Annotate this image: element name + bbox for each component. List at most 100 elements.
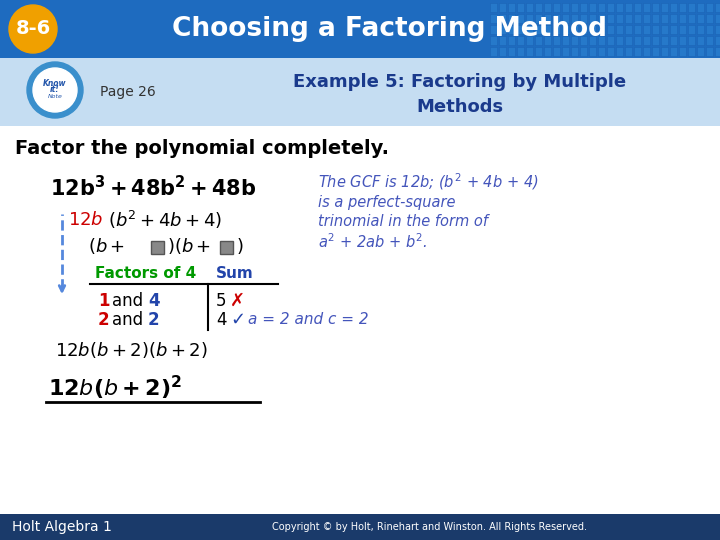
Text: $)$: $)$ xyxy=(236,236,243,256)
Bar xyxy=(490,36,497,45)
Text: Factor the polynomial completely.: Factor the polynomial completely. xyxy=(15,138,389,158)
Bar xyxy=(580,25,587,34)
Bar xyxy=(688,25,695,34)
Bar xyxy=(643,14,650,23)
Text: Sum: Sum xyxy=(216,267,253,281)
Bar xyxy=(499,25,506,34)
Text: and: and xyxy=(112,311,143,329)
Bar xyxy=(553,14,560,23)
Bar xyxy=(715,3,720,12)
Bar xyxy=(688,36,695,45)
Text: $\mathbf{12\mathit{b}(\mathit{b} + 2)^2}$: $\mathbf{12\mathit{b}(\mathit{b} + 2)^2}… xyxy=(48,374,182,402)
Bar xyxy=(616,3,623,12)
Bar xyxy=(517,3,524,12)
Text: Example 5: Factoring by Multiple: Example 5: Factoring by Multiple xyxy=(294,73,626,91)
Bar xyxy=(634,36,641,45)
Bar xyxy=(607,3,614,12)
Bar xyxy=(490,25,497,34)
Text: 1: 1 xyxy=(98,292,109,310)
Bar xyxy=(562,3,569,12)
Text: Methods: Methods xyxy=(416,98,503,116)
Bar xyxy=(607,25,614,34)
Bar xyxy=(670,3,677,12)
Bar xyxy=(598,36,605,45)
Bar xyxy=(499,47,506,56)
Bar xyxy=(697,25,704,34)
Bar xyxy=(652,25,659,34)
Bar xyxy=(220,241,233,254)
Bar xyxy=(661,14,668,23)
Bar xyxy=(706,36,713,45)
Bar xyxy=(571,3,578,12)
Bar xyxy=(634,3,641,12)
Text: 2: 2 xyxy=(98,311,109,329)
Text: Factors of 4: Factors of 4 xyxy=(95,267,197,281)
Bar xyxy=(625,3,632,12)
Text: $(b^2 + 4b + 4)$: $(b^2 + 4b + 4)$ xyxy=(108,209,222,231)
Bar xyxy=(625,14,632,23)
Bar xyxy=(0,0,720,58)
Bar xyxy=(526,3,533,12)
Text: ✓: ✓ xyxy=(230,311,245,329)
Text: $\bf{12b^3 + 48b^2 + 48b}$: $\bf{12b^3 + 48b^2 + 48b}$ xyxy=(50,176,256,200)
Bar xyxy=(715,36,720,45)
Bar xyxy=(562,14,569,23)
Bar xyxy=(697,47,704,56)
Bar xyxy=(526,14,533,23)
Bar xyxy=(589,25,596,34)
Bar xyxy=(508,3,515,12)
Bar xyxy=(625,25,632,34)
Bar xyxy=(508,25,515,34)
Bar xyxy=(571,47,578,56)
Bar xyxy=(562,25,569,34)
Bar xyxy=(652,47,659,56)
Bar xyxy=(517,25,524,34)
Bar xyxy=(571,25,578,34)
Bar xyxy=(535,14,542,23)
Text: $\mathit{12b}$: $\mathit{12b}$ xyxy=(68,211,104,229)
Bar xyxy=(715,25,720,34)
Bar xyxy=(616,47,623,56)
Bar xyxy=(679,14,686,23)
Bar xyxy=(589,36,596,45)
Bar xyxy=(652,36,659,45)
Bar xyxy=(670,25,677,34)
Text: Page 26: Page 26 xyxy=(100,85,156,99)
Bar xyxy=(553,47,560,56)
Bar xyxy=(598,14,605,23)
Text: is a perfect-square: is a perfect-square xyxy=(318,194,456,210)
Bar xyxy=(625,47,632,56)
Text: Note: Note xyxy=(48,94,63,99)
Bar xyxy=(643,47,650,56)
Text: $)(b +$: $)(b +$ xyxy=(167,236,211,256)
Text: $a^2$ + 2$ab$ + $b^2$.: $a^2$ + 2$ab$ + $b^2$. xyxy=(318,233,428,251)
Bar xyxy=(688,3,695,12)
Bar xyxy=(571,36,578,45)
Bar xyxy=(652,14,659,23)
Bar xyxy=(535,25,542,34)
Bar xyxy=(553,36,560,45)
Text: 4: 4 xyxy=(216,311,227,329)
Bar xyxy=(670,14,677,23)
Bar xyxy=(508,47,515,56)
Bar xyxy=(598,47,605,56)
Bar xyxy=(535,36,542,45)
Text: Choosing a Factoring Method: Choosing a Factoring Method xyxy=(173,16,608,42)
Bar xyxy=(679,25,686,34)
Bar xyxy=(706,25,713,34)
Bar xyxy=(670,36,677,45)
Bar xyxy=(697,14,704,23)
Text: 5: 5 xyxy=(216,292,227,310)
Text: Holt Algebra 1: Holt Algebra 1 xyxy=(12,520,112,534)
Bar xyxy=(589,47,596,56)
Bar xyxy=(562,47,569,56)
Bar xyxy=(508,36,515,45)
Text: $(b +$: $(b +$ xyxy=(88,236,125,256)
Circle shape xyxy=(9,5,57,53)
Text: The GCF is 12$b$; ($b^2$ + 4$b$ + 4): The GCF is 12$b$; ($b^2$ + 4$b$ + 4) xyxy=(318,172,539,192)
Bar xyxy=(553,3,560,12)
Bar xyxy=(544,3,551,12)
Text: a = 2 and c = 2: a = 2 and c = 2 xyxy=(248,313,369,327)
Bar xyxy=(616,14,623,23)
Bar xyxy=(544,14,551,23)
